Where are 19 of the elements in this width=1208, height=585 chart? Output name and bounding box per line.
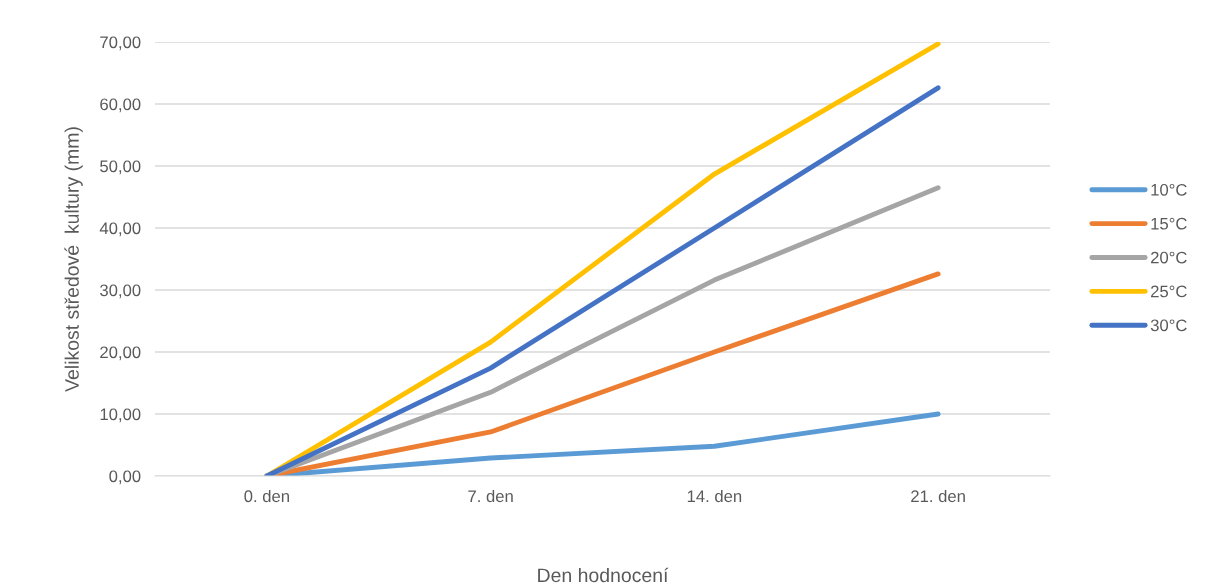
y-tick-label: 10,00 [100,408,141,423]
y-tick-label: 60,00 [100,98,141,113]
legend-label: 15°C [1151,217,1187,230]
y-tick-label: 40,00 [99,222,141,237]
legend-label: 20°C [1151,251,1187,264]
legend-label: 25°C [1151,285,1187,298]
y-tick-label: 30,00 [100,284,141,299]
x-tick-label: 14. den [687,489,742,503]
y-tick-label: 50,00 [100,160,141,175]
y-tick-label: 20,00 [100,346,141,361]
x-tick-label: 21. den [911,489,965,503]
x-axis-title: Den hodnocení [538,567,669,583]
y-axis-title: Velikost středové kultury (mm) [64,127,83,392]
x-tick-label: 0. den [244,489,289,503]
y-tick-label: 70,00 [100,36,141,51]
legend-label: 30°C [1150,319,1187,332]
y-tick-label: 0,00 [109,470,141,485]
legend-label: 10°C [1151,183,1187,196]
x-tick-label: 7. den [468,489,513,503]
